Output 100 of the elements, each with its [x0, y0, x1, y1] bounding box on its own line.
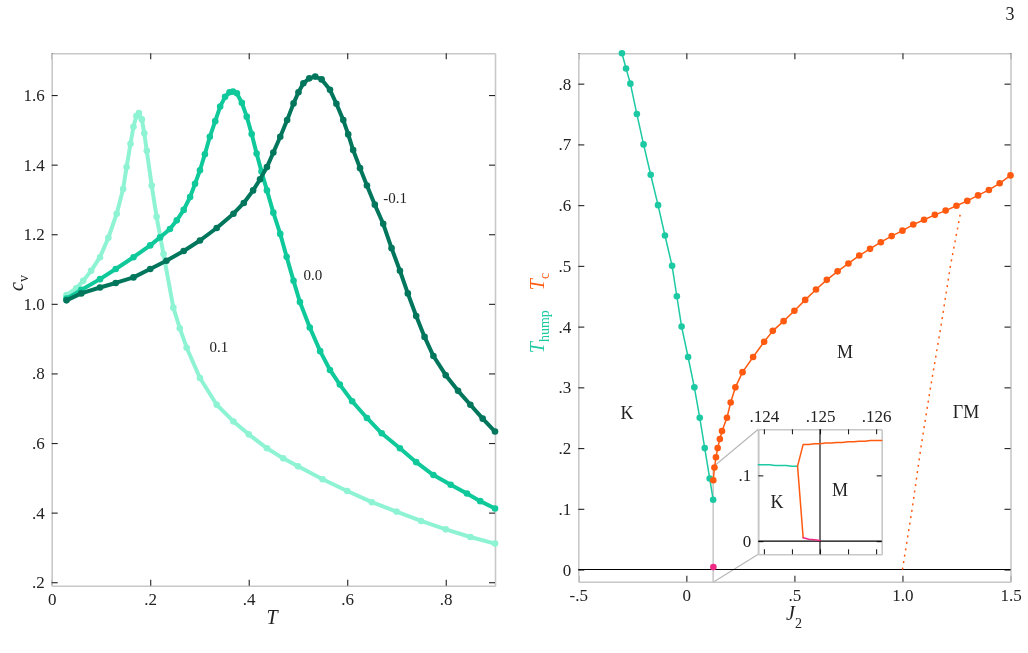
point	[760, 338, 768, 346]
point	[421, 333, 428, 341]
point	[119, 185, 127, 193]
point	[276, 230, 284, 238]
point	[412, 312, 420, 320]
point	[148, 182, 155, 189]
point	[1007, 172, 1014, 179]
point	[112, 265, 120, 273]
point	[463, 490, 471, 497]
point	[417, 517, 425, 525]
annotation: M	[836, 342, 854, 362]
point	[183, 344, 190, 351]
point	[711, 464, 718, 471]
y-tick-label: 1.2	[23, 225, 45, 245]
y-tick-label: .5	[558, 256, 572, 276]
point	[96, 275, 104, 283]
point	[363, 182, 371, 189]
point	[318, 76, 325, 83]
point	[714, 444, 721, 452]
point	[371, 201, 379, 208]
point	[442, 526, 450, 533]
point	[123, 163, 130, 171]
point	[146, 242, 154, 249]
point	[77, 290, 85, 297]
point	[279, 455, 287, 462]
text: 3	[1005, 4, 1015, 24]
point	[996, 179, 1003, 187]
point	[430, 352, 437, 360]
point	[180, 206, 188, 214]
y-tick-label: .7	[558, 135, 572, 155]
point	[633, 110, 641, 118]
x-tick-label: .6	[341, 589, 355, 609]
point	[701, 444, 709, 452]
point	[196, 374, 204, 382]
y-tick-label: .1	[738, 466, 752, 486]
y-tick-label: .6	[558, 196, 572, 216]
point	[141, 130, 148, 137]
point	[718, 427, 726, 435]
point	[801, 296, 809, 304]
point	[270, 209, 277, 216]
x-tick-label: 1.5	[1000, 585, 1022, 605]
point	[283, 253, 290, 261]
point	[963, 197, 971, 205]
point	[696, 414, 704, 422]
point	[87, 267, 95, 275]
point	[467, 533, 474, 541]
point	[156, 234, 164, 241]
point	[112, 279, 120, 287]
annotation: K	[620, 403, 634, 423]
point	[213, 224, 221, 232]
y-tick-label: .6	[31, 433, 45, 453]
y-tick-label: .2	[558, 439, 572, 459]
point	[710, 476, 717, 484]
point	[263, 444, 271, 452]
point	[319, 475, 326, 483]
annotation: ΓM	[952, 402, 980, 422]
annotation: M	[831, 480, 849, 500]
point	[356, 164, 364, 172]
point	[467, 401, 474, 409]
point	[668, 262, 676, 270]
point	[283, 116, 291, 124]
series-label: -0.1	[383, 190, 408, 207]
point	[709, 496, 717, 504]
point	[138, 116, 146, 123]
point	[349, 146, 357, 154]
point	[153, 213, 160, 221]
point	[238, 99, 246, 107]
point	[201, 150, 209, 158]
point	[311, 73, 319, 80]
x-tick-label: .8	[439, 589, 453, 609]
point	[622, 65, 630, 72]
x-tick-label: .126	[861, 407, 892, 427]
point	[491, 428, 499, 435]
point	[368, 498, 376, 506]
point	[953, 202, 960, 210]
point	[888, 232, 895, 240]
point	[96, 253, 104, 261]
point	[290, 100, 297, 107]
point	[454, 387, 462, 395]
point	[270, 149, 277, 156]
y-tick-label: 1.4	[23, 155, 46, 175]
point	[233, 90, 241, 97]
point	[710, 563, 717, 571]
line-series	[796, 439, 883, 539]
point	[727, 399, 734, 406]
point	[855, 252, 863, 259]
point	[396, 267, 404, 275]
point	[230, 210, 237, 218]
point	[146, 265, 154, 273]
x-tick-label: .125	[805, 407, 836, 427]
point	[678, 323, 685, 330]
point	[447, 481, 454, 489]
point	[130, 274, 137, 281]
point	[290, 277, 297, 285]
point	[186, 193, 194, 201]
point	[196, 166, 204, 174]
point	[393, 508, 400, 515]
y-tick-label: .4	[31, 503, 46, 523]
point	[823, 276, 831, 284]
y-tick-label: .1	[558, 499, 572, 519]
